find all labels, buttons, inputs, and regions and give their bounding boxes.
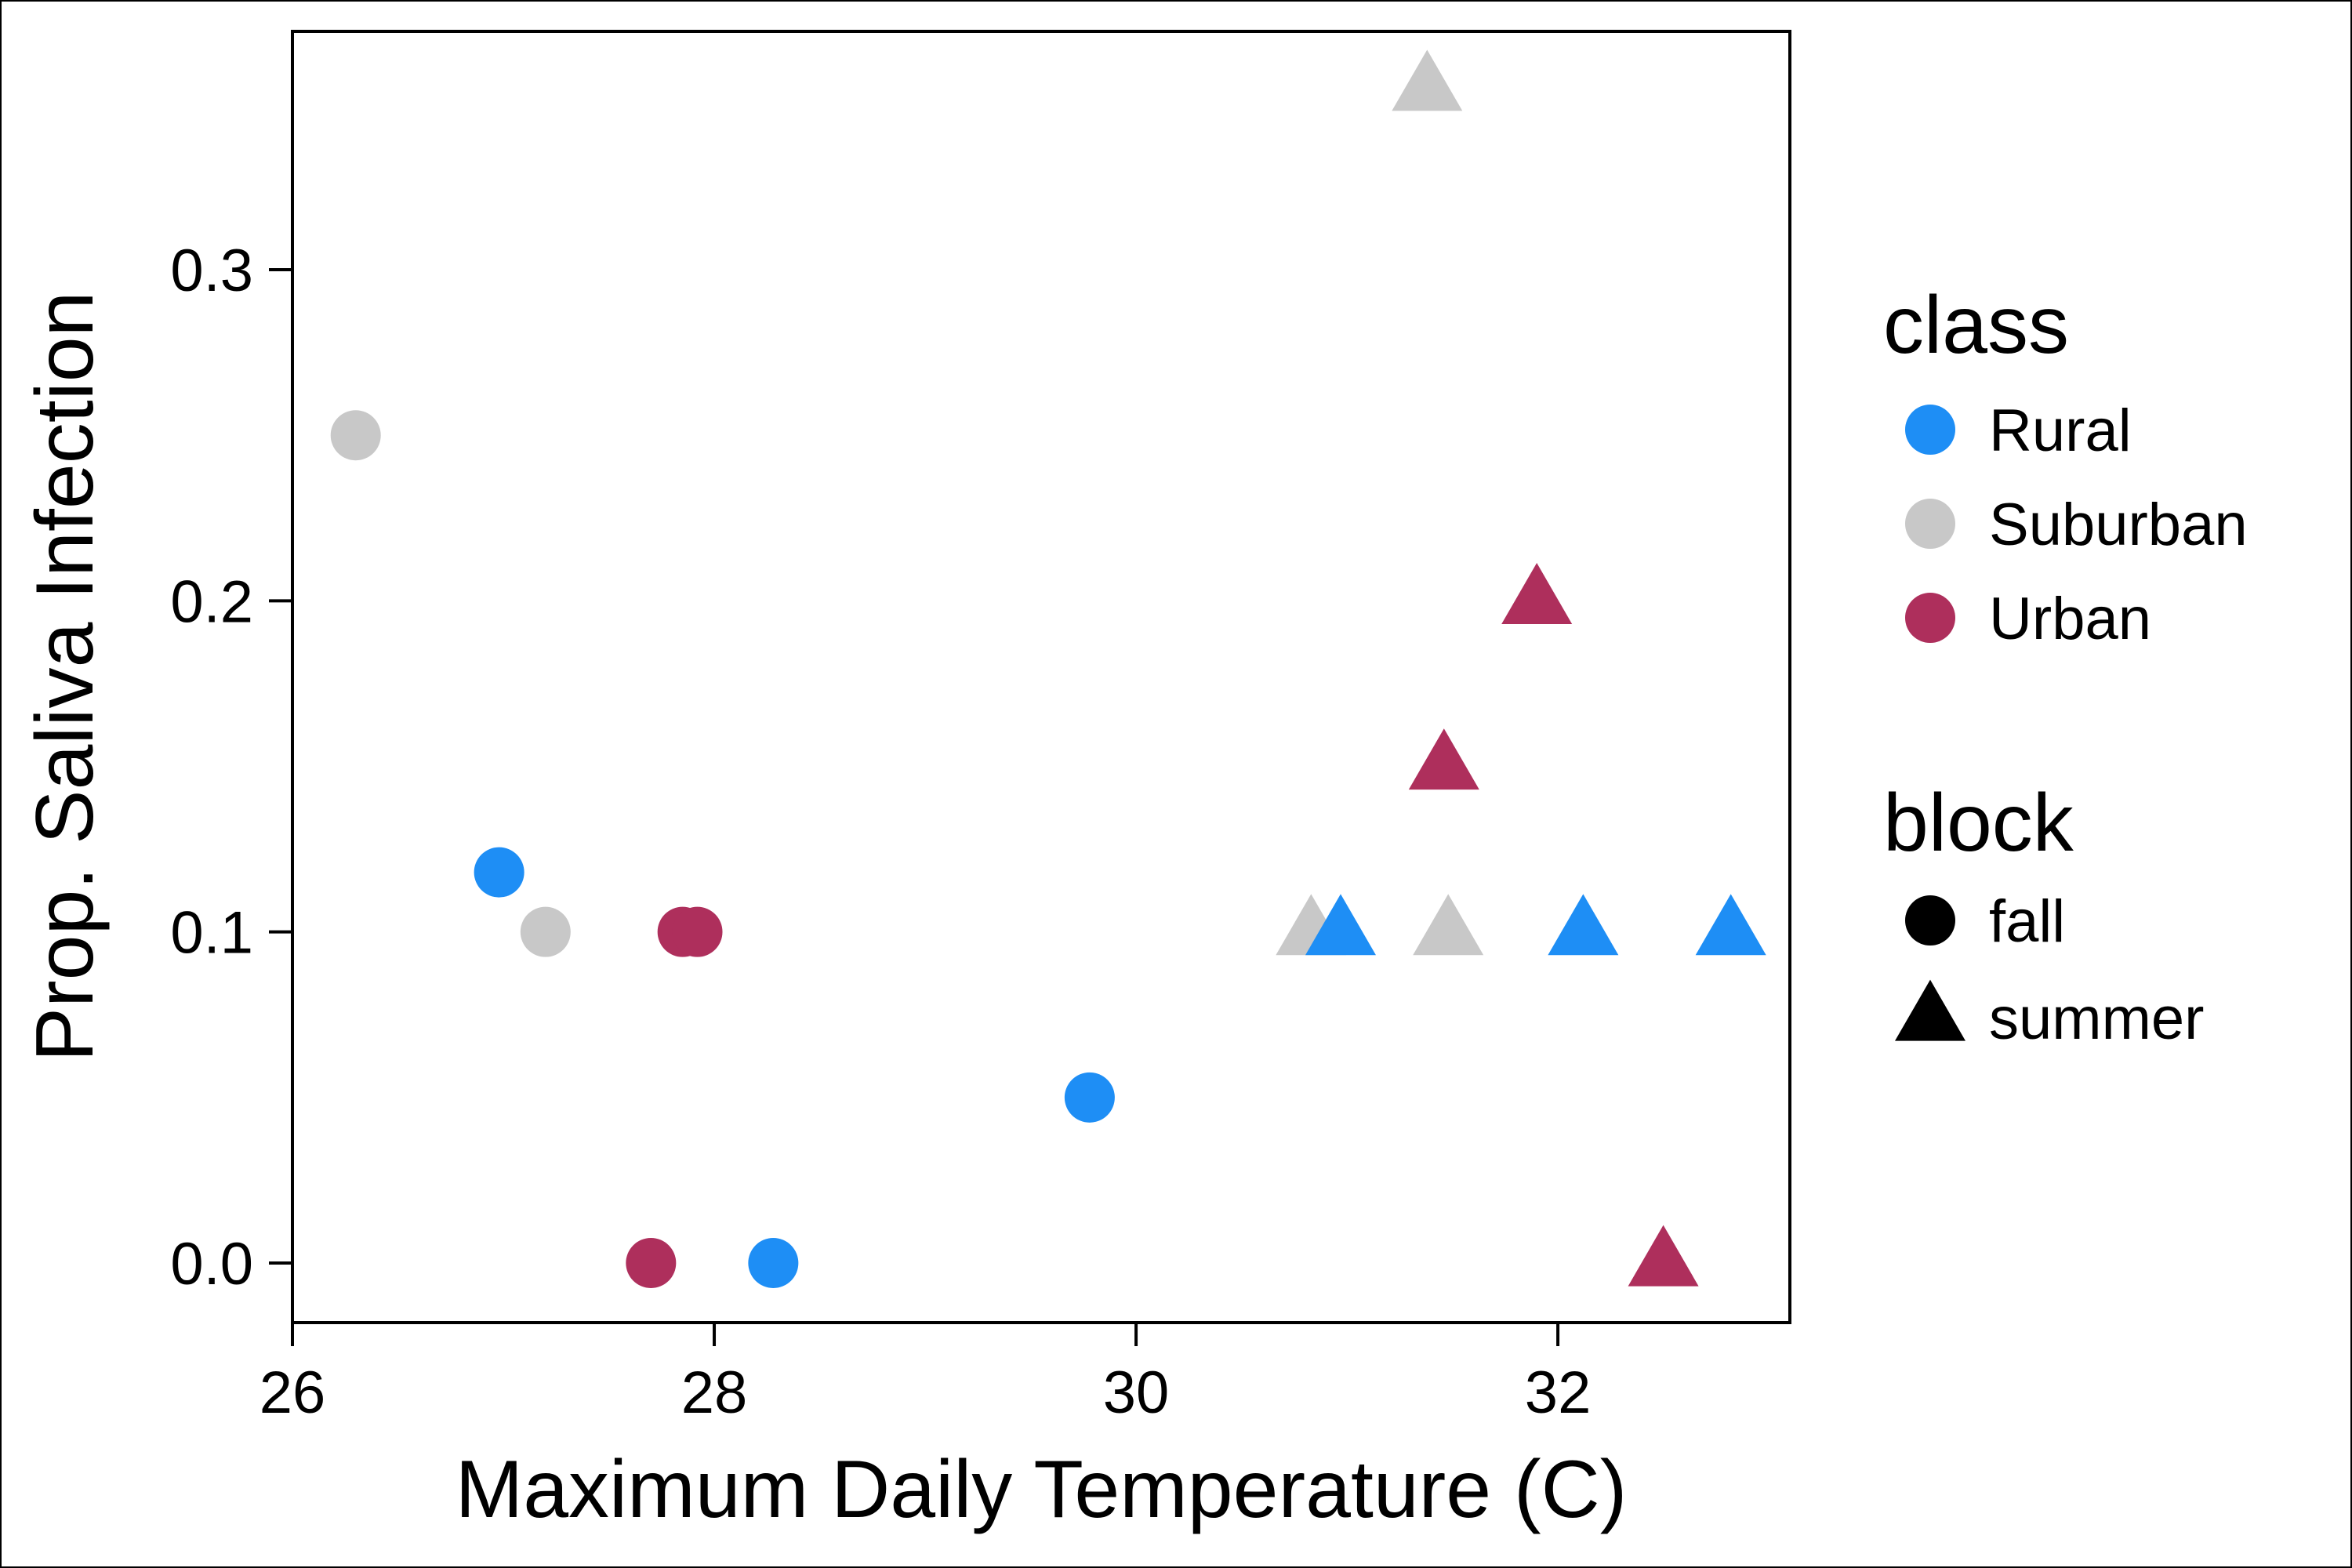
y-tick-label: 0.2	[170, 568, 253, 635]
data-point-suburban-fall	[330, 410, 381, 461]
x-axis-title: Maximum Daily Temperature (C)	[456, 1444, 1628, 1535]
legend-key-summer	[1895, 979, 1965, 1041]
legend-key-urban	[1905, 593, 1955, 643]
x-tick-label: 30	[1103, 1359, 1170, 1426]
legend-class-title: class	[1883, 280, 2069, 371]
x-axis: 26 28 30 32	[260, 1321, 1790, 1426]
y-axis: 0.0 0.1 0.2 0.3	[170, 31, 294, 1323]
x-tick-label: 28	[681, 1359, 748, 1426]
legend-block-entries: fall summer	[1895, 888, 2204, 1052]
data-point-rural-summer	[1548, 894, 1619, 956]
legend-key-fall	[1905, 895, 1955, 946]
y-axis-title: Prop. Saliva Infection	[20, 292, 111, 1062]
legend-label-summer: summer	[1989, 985, 2204, 1052]
legend-label-urban: Urban	[1989, 586, 2151, 652]
data-point-urban-summer	[1628, 1225, 1699, 1287]
data-point-urban-summer	[1501, 563, 1573, 624]
data-point-urban-fall	[626, 1237, 677, 1288]
data-point-rural-fall	[1064, 1072, 1115, 1123]
y-tick-label: 0.3	[170, 238, 253, 304]
legend-block-title: block	[1883, 778, 2074, 869]
legend-key-suburban	[1905, 499, 1955, 549]
x-tick-label: 26	[260, 1359, 326, 1426]
legend-key-rural	[1905, 405, 1955, 455]
data-points	[330, 49, 1766, 1288]
data-point-rural-fall	[748, 1237, 799, 1288]
data-point-rural-summer	[1305, 894, 1376, 956]
data-point-rural-fall	[474, 847, 524, 898]
data-point-rural-summer	[1695, 894, 1766, 956]
data-point-suburban-fall	[520, 906, 571, 957]
data-point-urban-fall	[672, 906, 723, 957]
x-tick-label: 32	[1525, 1359, 1592, 1426]
plot-panel	[291, 30, 1791, 1324]
data-point-suburban-summer	[1413, 894, 1484, 956]
y-tick-label: 0.0	[170, 1231, 253, 1298]
legend-label-rural: Rural	[1989, 397, 2132, 464]
y-tick-label: 0.1	[170, 900, 253, 967]
legend: class Rural Suburban Urban block fall summe…	[1883, 280, 2248, 1052]
data-point-urban-summer	[1408, 728, 1479, 790]
legend-class-entries: Rural Suburban Urban	[1905, 397, 2248, 652]
legend-label-fall: fall	[1989, 888, 2065, 955]
legend-label-suburban: Suburban	[1989, 492, 2248, 558]
data-point-suburban-summer	[1392, 49, 1463, 111]
